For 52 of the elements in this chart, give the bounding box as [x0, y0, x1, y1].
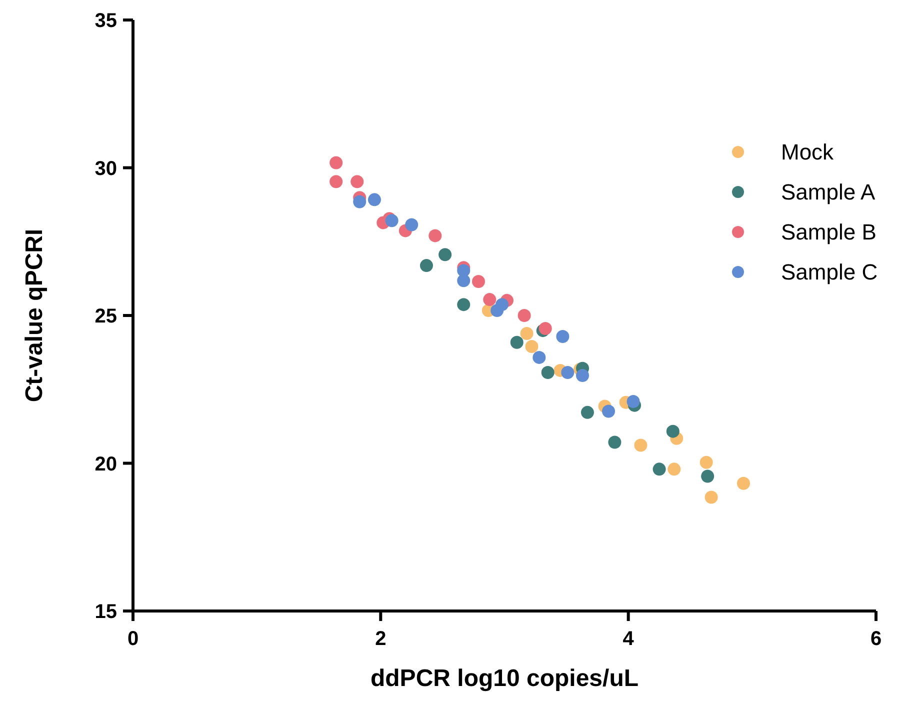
x-tick-label: 0	[127, 628, 139, 650]
point	[634, 438, 648, 452]
legend-label: Sample C	[781, 260, 878, 285]
x-tick-label: 4	[622, 628, 635, 650]
point	[561, 366, 574, 380]
point	[602, 404, 616, 418]
point	[457, 274, 470, 288]
y-tick-label: 35	[94, 10, 117, 32]
point	[666, 424, 680, 438]
point	[420, 259, 433, 272]
point	[525, 340, 538, 354]
point	[576, 368, 590, 382]
y-tick-label: 30	[94, 158, 117, 180]
y-tick-label: 25	[94, 306, 117, 328]
point	[704, 490, 718, 504]
point	[538, 322, 552, 335]
x-axis-title: ddPCR log10 copies/uL	[370, 665, 639, 692]
point	[510, 336, 524, 349]
y-tick-label: 20	[94, 453, 117, 476]
point	[518, 309, 531, 322]
point	[368, 193, 381, 206]
point	[385, 214, 398, 228]
legend-label: Sample A	[781, 180, 876, 205]
point	[737, 476, 750, 490]
y-tick-label: 15	[94, 601, 117, 623]
point	[350, 175, 364, 188]
point	[330, 175, 343, 188]
point	[626, 394, 640, 408]
point	[668, 462, 681, 476]
point	[556, 330, 570, 343]
point	[472, 275, 485, 288]
point	[457, 298, 470, 312]
point	[405, 218, 418, 232]
legend-label: Mock	[781, 140, 835, 165]
point	[608, 436, 622, 449]
point	[700, 456, 713, 469]
point	[353, 195, 366, 208]
y-axis-title: Ct-value qPCRI	[21, 228, 48, 402]
x-tick-label: 6	[870, 628, 882, 650]
point	[496, 298, 509, 312]
point	[652, 462, 666, 476]
point	[428, 229, 442, 242]
point	[580, 406, 594, 419]
point	[541, 366, 554, 380]
point	[701, 470, 714, 483]
point	[520, 327, 534, 340]
point	[438, 248, 452, 262]
point	[330, 156, 343, 170]
point	[532, 350, 546, 364]
x-tick-label: 2	[375, 628, 386, 650]
legend-label: Sample B	[781, 220, 876, 245]
point	[483, 293, 496, 306]
